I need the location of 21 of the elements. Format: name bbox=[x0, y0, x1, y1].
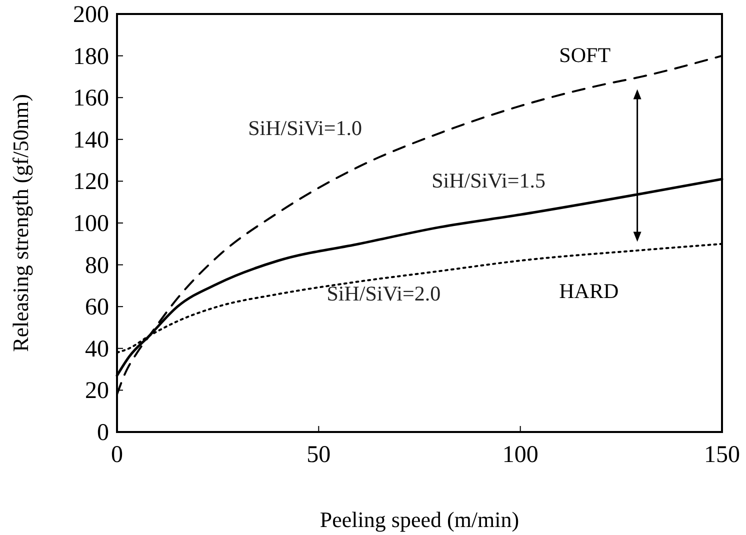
y-tick-label: 20 bbox=[85, 378, 109, 404]
x-axis-title: Peeling speed (m/min) bbox=[320, 507, 520, 532]
y-tick-label: 160 bbox=[73, 86, 109, 112]
series-label: SiH/SiVi=2.0 bbox=[326, 281, 441, 306]
y-tick-label: 0 bbox=[97, 420, 109, 446]
y-axis-title: Releasing strength (gf/50nm) bbox=[8, 94, 33, 352]
y-tick-label: 40 bbox=[85, 336, 109, 362]
x-tick-label: 150 bbox=[704, 442, 740, 468]
annotation: SOFT bbox=[559, 43, 611, 68]
x-tick-label: 50 bbox=[306, 442, 331, 468]
y-tick-label: 200 bbox=[73, 2, 109, 28]
annotation: HARD bbox=[559, 279, 619, 304]
y-tick-label: 80 bbox=[85, 252, 109, 279]
y-tick-label: 180 bbox=[73, 44, 109, 70]
y-tick-label: 120 bbox=[73, 169, 109, 196]
y-tick-label: 100 bbox=[73, 211, 109, 237]
y-tick-label: 60 bbox=[85, 294, 109, 321]
x-tick-label: 100 bbox=[502, 442, 538, 468]
series-label: SiH/SiVi=1.0 bbox=[248, 116, 362, 140]
y-tick-label: 140 bbox=[73, 127, 109, 154]
series-label: SiH/SiVi=1.5 bbox=[432, 168, 546, 192]
